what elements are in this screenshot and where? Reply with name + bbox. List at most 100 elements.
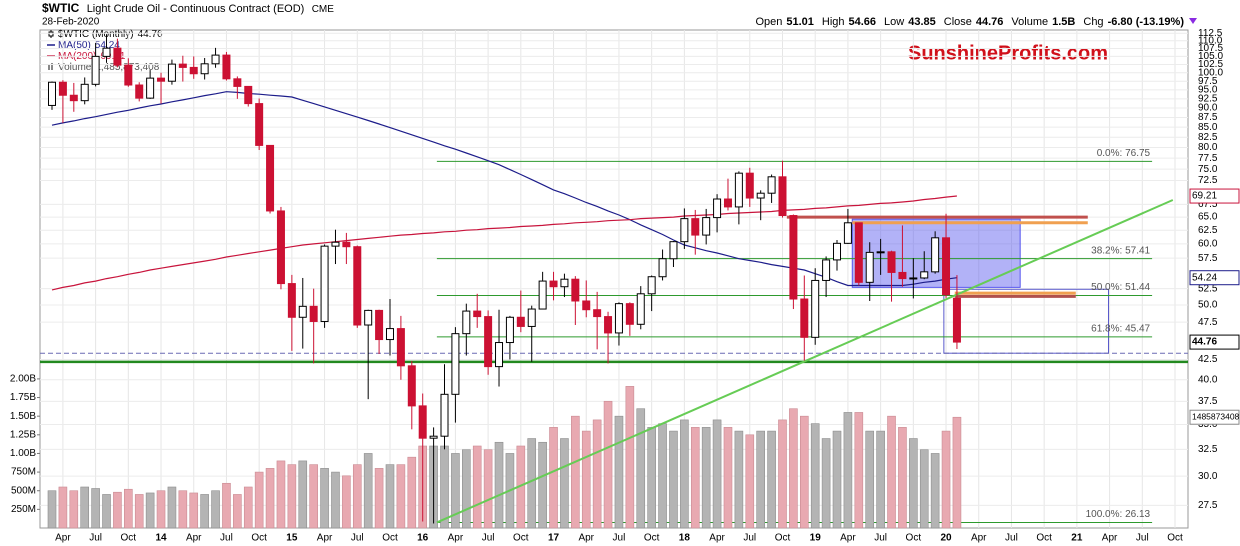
volume-bar	[887, 415, 896, 529]
x-tick-label: Apr	[1102, 533, 1118, 544]
y-tick-label: 82.5	[1198, 132, 1218, 143]
candle-body	[58, 81, 67, 96]
quote-label: Low	[884, 16, 904, 28]
value-box	[1189, 409, 1240, 425]
candle-body	[80, 83, 89, 102]
volume-bar	[767, 430, 776, 529]
volume-bar	[494, 441, 504, 529]
y-tick-label: 75.0	[1198, 164, 1218, 175]
candle-body	[342, 241, 351, 248]
candle-body	[560, 278, 569, 288]
volume-bar	[789, 408, 798, 529]
quote-value: 44.76	[976, 16, 1004, 28]
volume-bar	[690, 427, 700, 529]
volume-bar	[549, 427, 558, 529]
candle-body	[952, 297, 961, 343]
header: $WTIC Light Crude Oil - Continuous Contr…	[42, 1, 334, 15]
y-tick-label: 100.0	[1198, 67, 1223, 78]
candle-body	[571, 278, 580, 302]
volume-bar	[331, 471, 340, 529]
candle-body	[516, 316, 525, 327]
candle-body	[669, 241, 678, 260]
volume-bar	[930, 453, 940, 529]
candle-body	[451, 333, 460, 395]
y2-tick-label: 2.00B	[10, 374, 36, 385]
volume-bar	[636, 408, 646, 529]
volume-bar	[647, 427, 656, 529]
y-tick-label: 57.5	[1198, 253, 1218, 264]
y-tick-label: 80.0	[1198, 142, 1218, 153]
candle-body	[865, 251, 874, 283]
volume-bar	[483, 449, 493, 529]
y-tick-label: 52.5	[1198, 283, 1218, 294]
legend-entry: $WTIC (Monthly) 44.76	[58, 29, 163, 40]
y-tick-label: 110.0	[1198, 35, 1223, 46]
volume-bar	[680, 419, 689, 529]
volume-bar	[342, 475, 351, 529]
volume-bar	[462, 449, 471, 529]
candle-body	[211, 54, 220, 65]
candle-body	[353, 246, 362, 326]
candle-body	[135, 84, 144, 99]
candle-body	[309, 305, 318, 322]
y-tick-label: 90.0	[1198, 103, 1218, 114]
candle-body	[505, 316, 514, 344]
quote-label: High	[822, 16, 845, 28]
instrument: Light Crude Oil - Continuous Contract (E…	[87, 3, 305, 15]
quote-value: 51.01	[786, 16, 814, 28]
candle-body	[745, 172, 754, 199]
candle-body	[320, 245, 329, 322]
y2-tick-label: 500M	[11, 485, 36, 496]
y-tick-label: 95.0	[1198, 85, 1218, 96]
volume-bar	[876, 430, 885, 529]
candle-body	[48, 81, 56, 106]
volume-bar	[560, 438, 569, 529]
legend-name: Volume	[58, 62, 92, 73]
volume-bar	[756, 430, 765, 529]
candle-body	[178, 63, 187, 68]
x-tick-label: Apr	[186, 533, 202, 544]
volume-bar	[712, 419, 722, 529]
y-tick-label: 105.0	[1198, 51, 1223, 62]
volume-bar	[134, 494, 144, 529]
volume-bar	[91, 488, 100, 529]
candle-body	[625, 303, 634, 325]
date: 28-Feb-2020	[42, 17, 100, 28]
volume-bar	[472, 445, 482, 529]
quote-value: -6.80 (-13.19%)	[1108, 16, 1185, 28]
volume-bar	[113, 491, 122, 529]
quote-label: Close	[944, 16, 972, 28]
candle-body	[931, 237, 940, 273]
candle-body	[723, 198, 732, 208]
candle-body	[702, 217, 711, 236]
fib-label: 100.0%: 26.13	[1086, 509, 1151, 520]
volume-bar	[451, 453, 460, 529]
fib-label: 50.0%: 51.44	[1091, 282, 1150, 293]
quote-label: Open	[755, 16, 782, 28]
y2-tick-label: 1.50B	[10, 411, 36, 422]
value-box-label: 44.76	[1192, 337, 1217, 348]
legend-icon	[51, 63, 53, 70]
candle-body	[582, 300, 591, 311]
volume-bar	[363, 453, 373, 529]
volume-bar	[254, 471, 264, 529]
quote-value: 43.85	[908, 16, 936, 28]
volume-bar	[614, 415, 624, 529]
x-tick-label: Jul	[482, 533, 495, 544]
candle-body	[909, 277, 918, 280]
x-tick-label: Apr	[971, 533, 987, 544]
volume-bar	[603, 400, 613, 529]
x-tick-label: Apr	[55, 533, 71, 544]
volume-bar	[843, 412, 853, 529]
y-tick-label: 85.0	[1198, 122, 1218, 133]
volume-bar	[156, 490, 166, 529]
candle-body	[255, 103, 264, 146]
candle-body	[495, 342, 504, 368]
y-tick-label: 27.5	[1198, 500, 1218, 511]
volume-bar	[47, 490, 57, 529]
y-tick-label: 67.5	[1198, 199, 1218, 210]
volume-bar	[854, 412, 864, 529]
legend-icon	[48, 64, 50, 70]
x-tick-label: Jul	[1136, 533, 1149, 544]
